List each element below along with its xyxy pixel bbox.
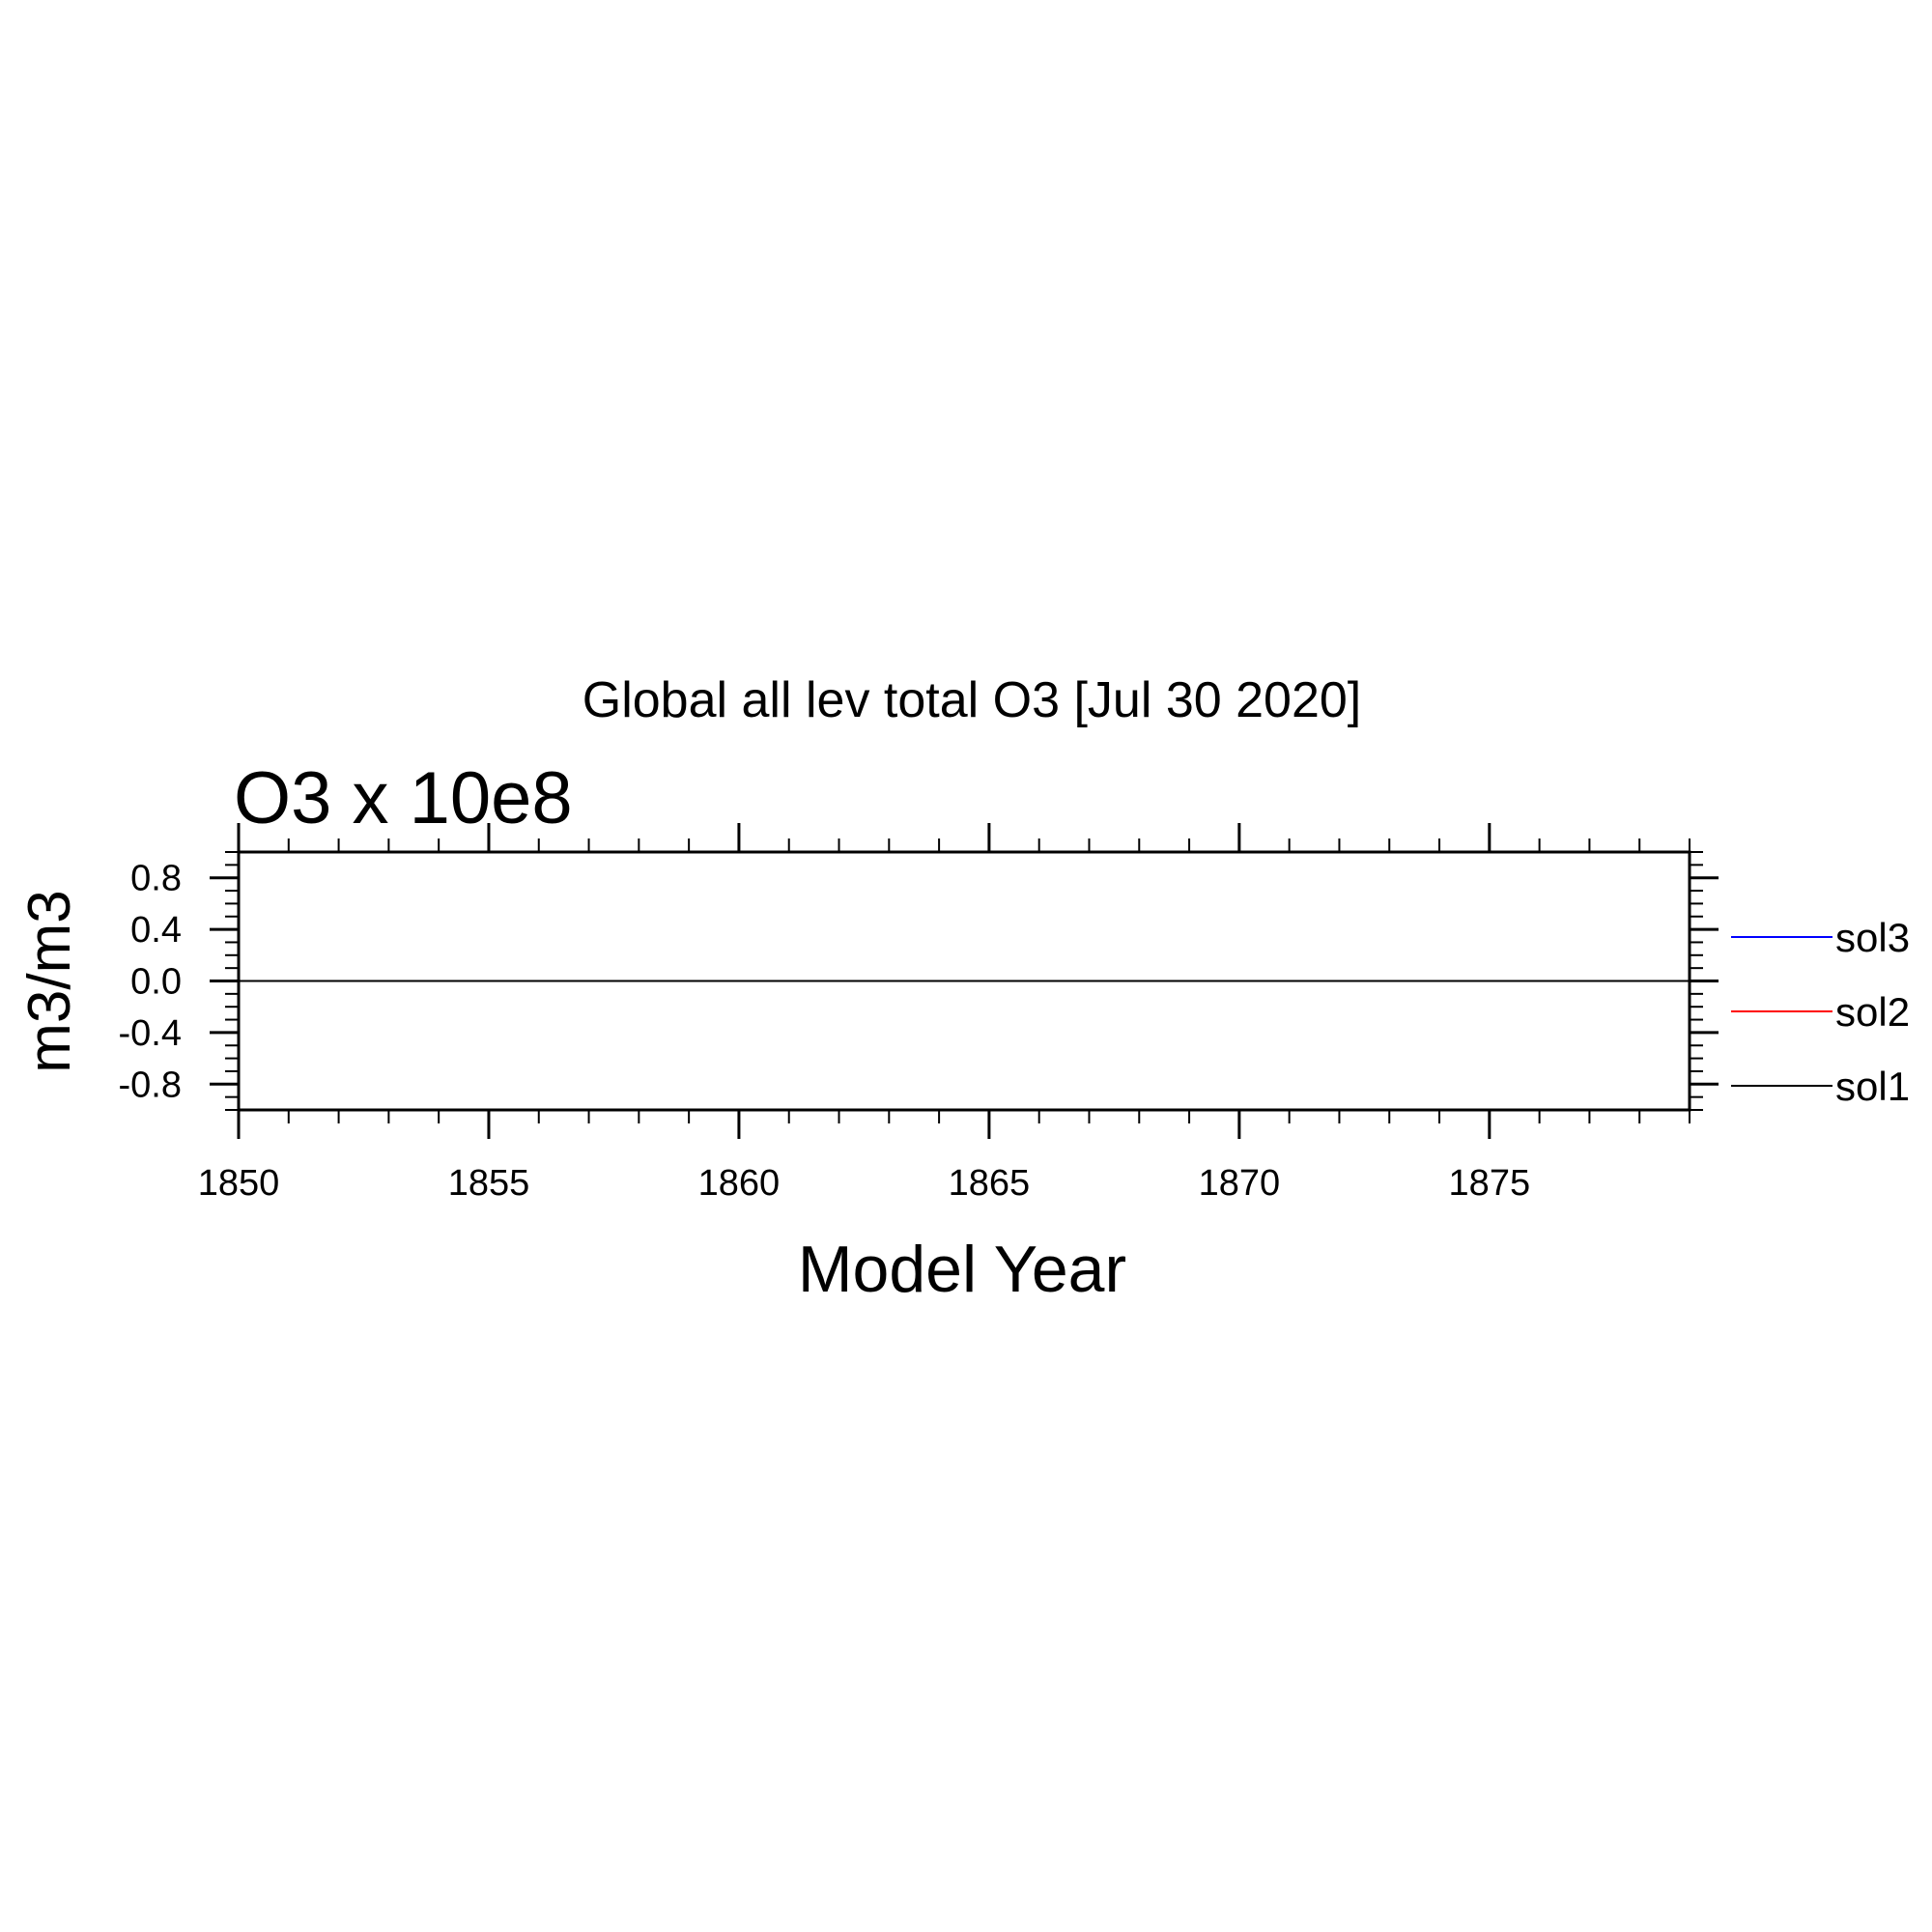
x-axis-label: Model Year bbox=[798, 1233, 1126, 1306]
legend-label-sol3: sol3 bbox=[1835, 915, 1910, 960]
x-tick-label: 1855 bbox=[448, 1163, 530, 1204]
x-tick-label: 1875 bbox=[1449, 1163, 1531, 1204]
y-tick-label: 0.4 bbox=[130, 910, 182, 951]
y-tick-label: -0.8 bbox=[119, 1065, 182, 1105]
x-tick-label: 1860 bbox=[698, 1163, 781, 1204]
y-tick-label: 0.8 bbox=[130, 859, 182, 899]
x-tick-label: 1870 bbox=[1199, 1163, 1281, 1204]
legend-label-sol2: sol2 bbox=[1835, 989, 1910, 1035]
chart-title: Global all lev total O3 [Jul 30 2020] bbox=[582, 672, 1361, 728]
plot-frame bbox=[237, 850, 1691, 1112]
y-tick-label: -0.4 bbox=[119, 1013, 182, 1054]
chart-subtitle: O3 x 10e8 bbox=[234, 757, 573, 839]
y-tick-label: 0.0 bbox=[130, 962, 182, 1003]
legend-label-sol1: sol1 bbox=[1835, 1064, 1910, 1109]
x-tick-labels: 1850 1855 1860 1865 1870 1875 bbox=[198, 1163, 1530, 1204]
axis-ticks bbox=[210, 823, 1719, 1139]
legend: sol3 sol2 sol1 bbox=[1731, 915, 1910, 1109]
y-tick-labels: -0.8 -0.4 0.0 0.4 0.8 bbox=[119, 859, 182, 1106]
x-tick-label: 1865 bbox=[949, 1163, 1031, 1204]
x-tick-label: 1850 bbox=[198, 1163, 280, 1204]
y-axis-label: m3/m3 bbox=[16, 890, 83, 1072]
